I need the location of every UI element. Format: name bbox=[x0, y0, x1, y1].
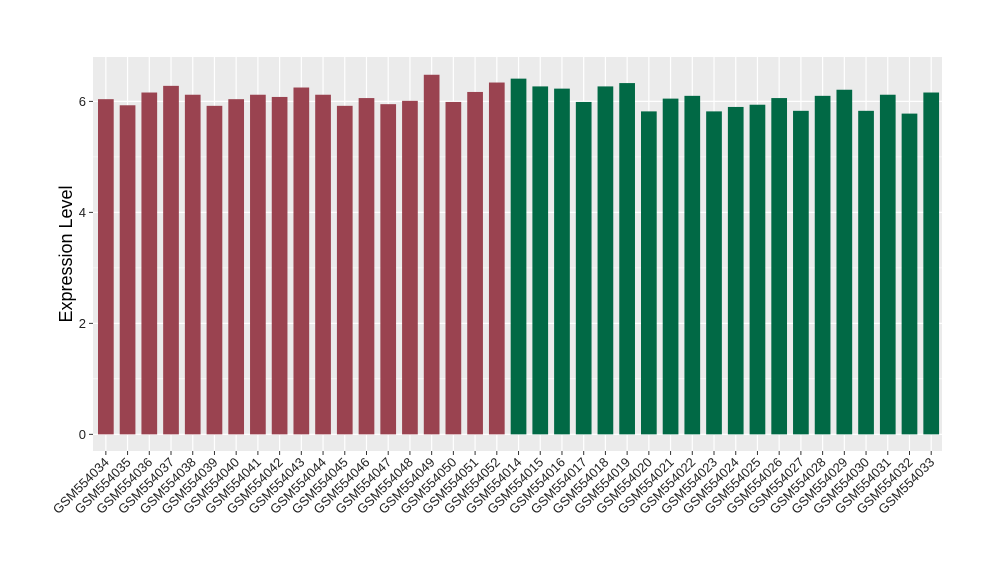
bar-GSM554014 bbox=[510, 78, 527, 435]
bar-GSM554045 bbox=[336, 105, 353, 435]
bar-GSM554050 bbox=[445, 101, 462, 435]
bar-GSM554019 bbox=[619, 83, 635, 435]
y-tick-label: 4 bbox=[79, 205, 86, 220]
bar-GSM554027 bbox=[793, 110, 809, 435]
bar-GSM554025 bbox=[749, 104, 766, 435]
bar-GSM554020 bbox=[641, 111, 657, 435]
bar-GSM554041 bbox=[250, 94, 266, 435]
bar-GSM554046 bbox=[358, 98, 375, 435]
bar-GSM554033 bbox=[923, 92, 940, 435]
bar-GSM554024 bbox=[727, 106, 744, 435]
bar-GSM554016 bbox=[554, 88, 570, 435]
y-axis-title: Expression Level bbox=[56, 185, 76, 322]
bar-GSM554048 bbox=[402, 100, 418, 435]
bar-GSM554032 bbox=[901, 113, 918, 435]
bar-GSM554015 bbox=[532, 86, 549, 435]
bar-GSM554036 bbox=[141, 92, 158, 435]
bar-GSM554035 bbox=[119, 105, 136, 435]
bar-GSM554042 bbox=[271, 96, 288, 435]
bar-GSM554047 bbox=[380, 104, 397, 435]
bar-GSM554044 bbox=[315, 94, 331, 435]
bar-GSM554023 bbox=[706, 111, 722, 435]
bar-GSM554028 bbox=[814, 95, 831, 435]
x-axis: GSM554034GSM554035GSM554036GSM554037GSM5… bbox=[50, 451, 937, 517]
bar-GSM554038 bbox=[184, 94, 201, 435]
y-tick-label: 6 bbox=[79, 94, 86, 109]
bar-GSM554030 bbox=[858, 110, 874, 435]
bar-GSM554021 bbox=[662, 98, 679, 435]
bar-GSM554018 bbox=[597, 86, 614, 435]
y-tick-label: 0 bbox=[79, 427, 86, 442]
bar-GSM554017 bbox=[575, 101, 592, 435]
bar-GSM554037 bbox=[163, 85, 179, 435]
bar-GSM554031 bbox=[879, 94, 896, 435]
bar-GSM554022 bbox=[684, 95, 701, 435]
bar-GSM554034 bbox=[98, 99, 114, 435]
bar-GSM554049 bbox=[423, 74, 440, 435]
bar-series bbox=[98, 74, 940, 435]
bar-GSM554029 bbox=[836, 89, 853, 435]
bar-GSM554051 bbox=[467, 91, 483, 435]
y-tick-label: 2 bbox=[79, 316, 86, 331]
y-axis: 0 2 4 6 bbox=[79, 94, 93, 442]
bar-GSM554043 bbox=[293, 87, 310, 435]
bar-GSM554040 bbox=[228, 99, 245, 435]
bar-GSM554039 bbox=[206, 105, 223, 435]
bar-GSM554052 bbox=[488, 82, 505, 435]
bar-GSM554026 bbox=[771, 98, 788, 435]
